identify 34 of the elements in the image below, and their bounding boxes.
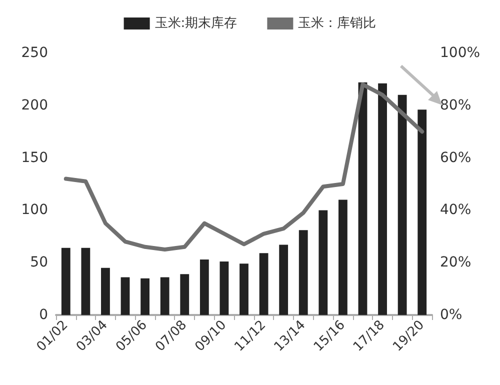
legend-label: 玉米：库销比 bbox=[298, 16, 376, 31]
bar bbox=[200, 259, 209, 315]
bar bbox=[298, 230, 308, 315]
y-tick-label: 250 bbox=[21, 45, 48, 61]
bar bbox=[220, 262, 229, 315]
bar bbox=[160, 277, 170, 315]
y-tick-label: 100 bbox=[21, 202, 48, 218]
y-tick-label: 50 bbox=[30, 254, 48, 271]
bar bbox=[318, 210, 328, 315]
bar bbox=[61, 248, 70, 315]
bar bbox=[81, 248, 90, 315]
bar bbox=[101, 268, 110, 315]
bar bbox=[338, 200, 348, 315]
y2-tick-label: 100% bbox=[440, 45, 480, 61]
bar bbox=[398, 94, 407, 315]
bar bbox=[358, 82, 368, 315]
y2-tick-label: 0% bbox=[440, 307, 462, 323]
bar bbox=[140, 278, 150, 315]
legend-label: 玉米:期末库存 bbox=[154, 16, 238, 31]
y2-tick-label: 80% bbox=[440, 97, 472, 114]
y-tick-label: 0 bbox=[39, 307, 48, 323]
bar bbox=[418, 110, 427, 315]
y2-tick-label: 40% bbox=[440, 202, 472, 218]
y2-tick-label: 20% bbox=[440, 254, 472, 271]
y-tick-label: 200 bbox=[21, 97, 48, 114]
bar bbox=[259, 253, 268, 315]
bar bbox=[378, 83, 387, 315]
y2-tick-label: 60% bbox=[440, 150, 472, 166]
y-tick-label: 150 bbox=[21, 150, 48, 166]
line-series bbox=[64, 82, 424, 252]
bar bbox=[120, 277, 130, 315]
bar bbox=[279, 244, 288, 315]
bar bbox=[240, 264, 248, 315]
bar bbox=[180, 274, 190, 315]
